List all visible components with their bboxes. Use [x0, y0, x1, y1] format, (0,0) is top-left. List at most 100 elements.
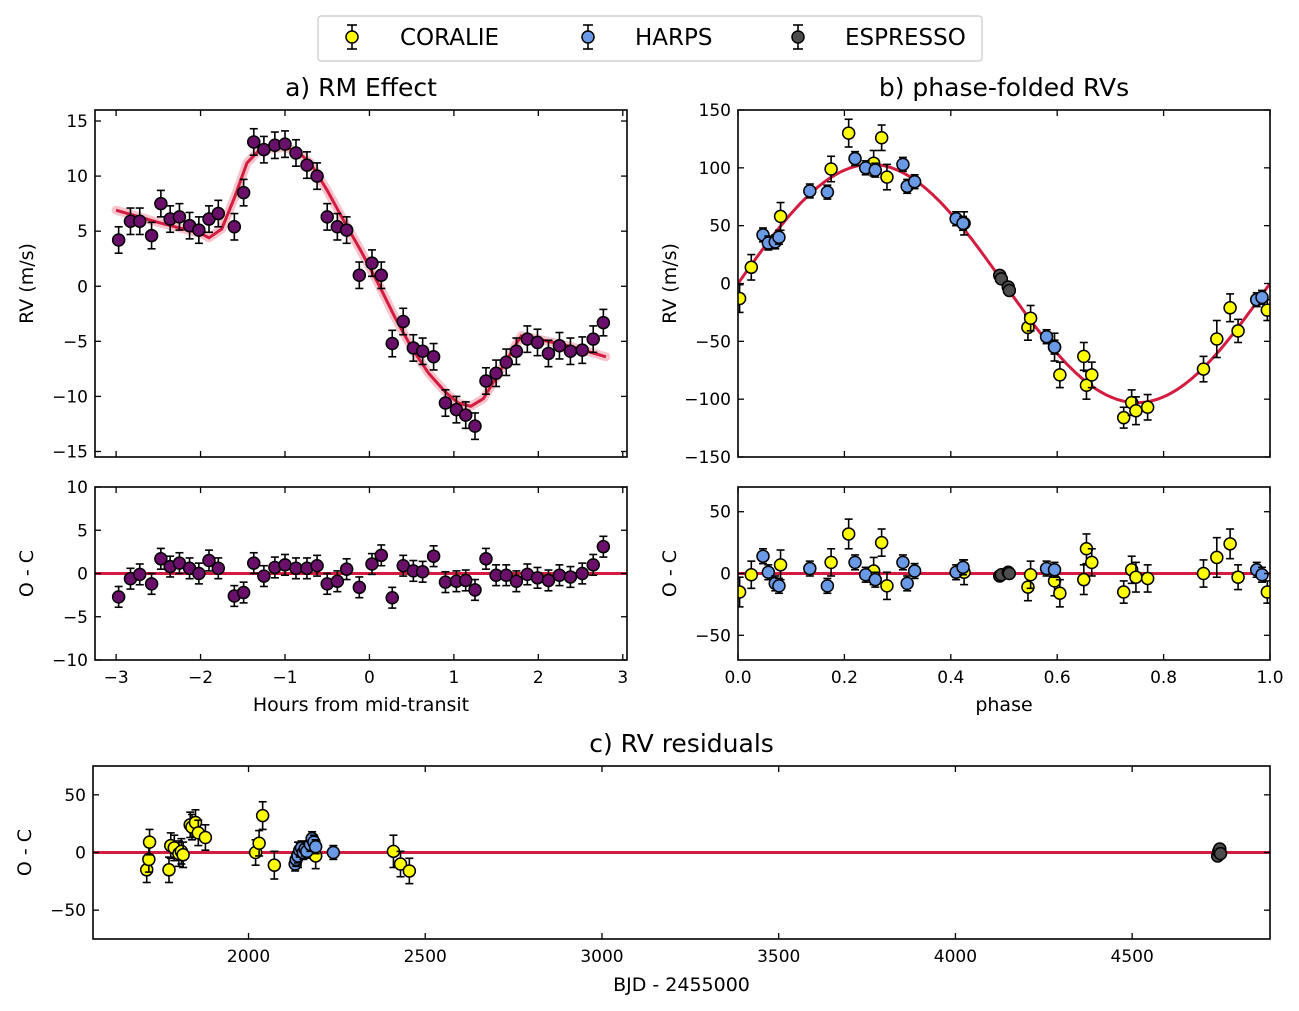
rm-data-point	[374, 261, 389, 290]
harps-point	[848, 150, 862, 167]
phase-plot-area	[738, 118, 1270, 429]
coralie-marker	[1077, 349, 1091, 364]
rm-residuals-marker	[426, 549, 441, 563]
rm-residuals-marker	[310, 558, 324, 573]
rm-axes-frame	[94, 109, 628, 458]
coralie-point	[1023, 560, 1038, 590]
phase_resid-xtick-label: 0.2	[831, 668, 858, 688]
harps-point	[956, 215, 970, 232]
rm-data-point	[552, 331, 567, 360]
legend-harps-label: HARPS	[635, 25, 712, 51]
coralie-point	[1260, 580, 1270, 604]
rm-residuals-point	[268, 556, 282, 579]
time_resid-xtick-label: 3000	[580, 947, 623, 967]
harps-marker	[772, 579, 786, 593]
coralie-point	[744, 560, 759, 590]
time_resid-xtick-label: 4500	[1111, 947, 1154, 967]
rm-data-marker	[438, 396, 453, 410]
harps-point	[326, 844, 341, 861]
harps-point	[756, 547, 770, 565]
rm-residuals-point	[499, 564, 513, 587]
coralie-point	[1223, 528, 1237, 560]
rm-data-marker	[374, 268, 389, 282]
harps-marker	[868, 163, 883, 177]
harps-point	[896, 554, 910, 571]
coralie-point	[1053, 361, 1067, 389]
rm-residuals-point	[227, 584, 242, 608]
rm-residuals-point	[520, 563, 535, 586]
time_resid-xtick-label: 2500	[404, 947, 447, 967]
rm-data-marker	[499, 355, 513, 370]
rm-data-point	[563, 337, 578, 366]
rm-residuals-point	[396, 554, 410, 577]
harps-marker	[956, 560, 970, 575]
rm-data-marker	[489, 366, 503, 381]
rm-data-point	[575, 336, 589, 365]
rm_resid-ytick-label: −10	[52, 651, 88, 671]
rm-residuals-point	[458, 569, 473, 592]
coralie-point	[744, 253, 759, 281]
rm-residuals-point	[586, 553, 600, 577]
rm-residuals-marker	[575, 566, 589, 581]
harps-point	[858, 160, 873, 176]
harps-point	[820, 184, 835, 200]
rm-data-marker	[426, 350, 441, 364]
rm-residuals-point	[278, 553, 292, 577]
rm-residuals-marker	[154, 552, 168, 566]
rm-data-point	[227, 212, 242, 241]
harps-marker	[1255, 567, 1269, 582]
coralie-marker	[773, 558, 788, 572]
panel-phase-folded: −150 −100 −50 0 50 100 150 b) phase-folded RVs R…	[659, 73, 1271, 468]
rm-ytick-label: −15	[52, 442, 88, 462]
legend-coralie-marker	[345, 30, 359, 44]
phase_resid-ytick-label: 50	[709, 503, 731, 523]
rm-data-point	[352, 261, 367, 290]
rm-residuals-marker	[144, 577, 159, 591]
rm-data-point	[300, 151, 314, 180]
coralie-point	[824, 547, 838, 577]
rm-data-point	[192, 216, 206, 245]
coralie-marker	[744, 260, 759, 275]
rm-residuals-marker	[247, 556, 261, 570]
coralie-marker	[255, 808, 270, 823]
rm-residuals-point	[365, 552, 379, 576]
phase-ytick-label: 100	[699, 159, 731, 179]
panel-rm-effect: −15 −10 −5 0 5 10 15 a) RM Effect RV (m/s)	[16, 73, 628, 462]
rm_resid-ylabel: O - C	[16, 550, 38, 597]
rm-residuals-marker	[552, 568, 567, 582]
coralie-marker	[1085, 368, 1099, 382]
harps-point	[1255, 289, 1269, 306]
phase_resid-ytick-label: 0	[720, 565, 731, 585]
rm-ytick-label: 0	[77, 277, 88, 297]
coralie-point	[1196, 355, 1211, 383]
rm-data-marker	[144, 228, 159, 243]
rm-data-point	[278, 130, 292, 159]
rm-data-marker	[365, 256, 379, 270]
rm-data-point	[596, 308, 611, 337]
coralie-point	[1085, 361, 1099, 389]
coralie-marker	[1231, 324, 1245, 338]
harps-point	[907, 173, 922, 190]
rm-data-marker	[541, 346, 556, 361]
rm-residuals-point	[530, 566, 545, 590]
rm-data-point	[133, 207, 147, 236]
rm-data-point	[541, 339, 556, 368]
time_resid-ylabel: O - C	[14, 829, 36, 876]
coralie-marker	[738, 585, 747, 599]
phase-ytick-label: 150	[699, 101, 731, 121]
rm-residuals-point	[163, 555, 177, 578]
rm-data-marker	[154, 196, 168, 211]
coralie-marker	[1116, 410, 1131, 425]
rm-data-point	[530, 328, 545, 357]
phase_resid-xtick-label: 1.0	[1256, 668, 1283, 688]
rm-residuals-marker	[415, 565, 430, 579]
rm-data-marker	[320, 210, 334, 224]
rm-data-point	[489, 359, 503, 388]
rm-data-marker	[236, 185, 251, 200]
coralie-marker	[841, 527, 856, 541]
rm_resid-xtick-label: −2	[188, 668, 213, 688]
rm-data-point	[509, 337, 524, 366]
harps-marker	[868, 572, 883, 587]
coralie-point	[1140, 564, 1155, 593]
rm-data-point	[247, 127, 261, 156]
